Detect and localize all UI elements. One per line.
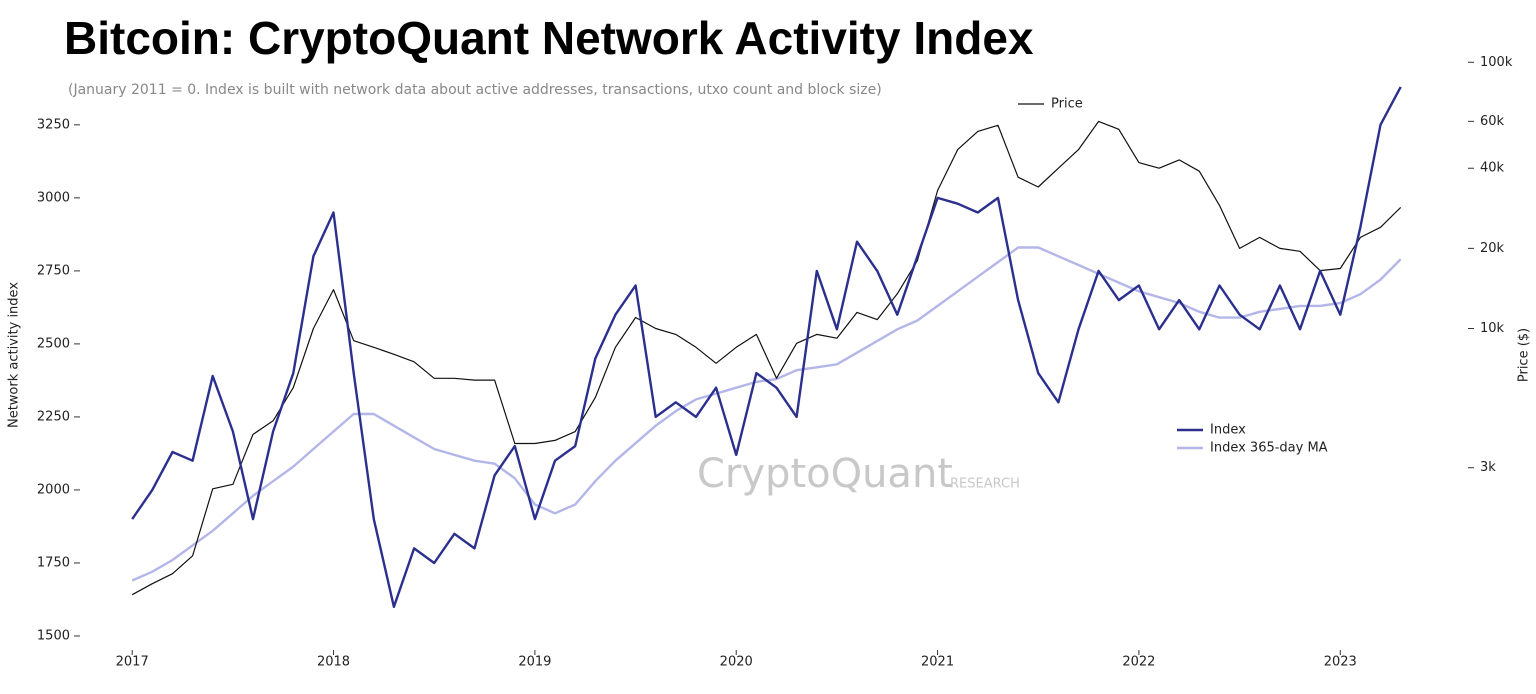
y2-tick-label: 10k	[1480, 321, 1505, 336]
y2-tick-label: 3k	[1480, 460, 1496, 475]
series-line	[131, 246, 1402, 582]
series-line	[131, 120, 1402, 596]
y2-tick-label: 20k	[1480, 241, 1505, 256]
y-tick-label: 3000	[37, 190, 70, 205]
series-line	[131, 86, 1402, 608]
legend-label: Index	[1210, 423, 1246, 438]
y2-tick-label: 40k	[1480, 161, 1505, 176]
x-tick-label: 2018	[317, 655, 350, 670]
y-tick-label: 3250	[37, 117, 70, 132]
y-tick-label: 1500	[37, 628, 70, 643]
y-tick-label: 2250	[37, 409, 70, 424]
chart-title: Bitcoin: CryptoQuant Network Activity In…	[64, 12, 1034, 64]
x-tick-label: 2021	[921, 655, 954, 670]
watermark: CryptoQuant	[697, 451, 953, 497]
legend-label: Price	[1051, 97, 1083, 112]
y-tick-label: 2500	[37, 336, 70, 351]
y2-tick-label: 60k	[1480, 114, 1505, 129]
watermark-sub: RESEARCH	[950, 477, 1020, 492]
y-axis-label: Network activity index	[7, 282, 22, 428]
y2-tick-label: 100k	[1480, 55, 1513, 70]
x-tick-label: 2022	[1122, 655, 1155, 670]
x-tick-label: 2023	[1324, 655, 1357, 670]
x-tick-label: 2017	[116, 655, 149, 670]
x-tick-label: 2019	[518, 655, 551, 670]
y-tick-label: 1750	[37, 555, 70, 570]
x-tick-label: 2020	[720, 655, 753, 670]
y-tick-label: 2750	[37, 263, 70, 278]
y2-axis-label: Price ($)	[1517, 328, 1532, 382]
legend-label: Index 365-day MA	[1210, 441, 1328, 456]
chart-subtitle: (January 2011 = 0. Index is built with n…	[68, 82, 882, 98]
y-tick-label: 2000	[37, 482, 70, 497]
